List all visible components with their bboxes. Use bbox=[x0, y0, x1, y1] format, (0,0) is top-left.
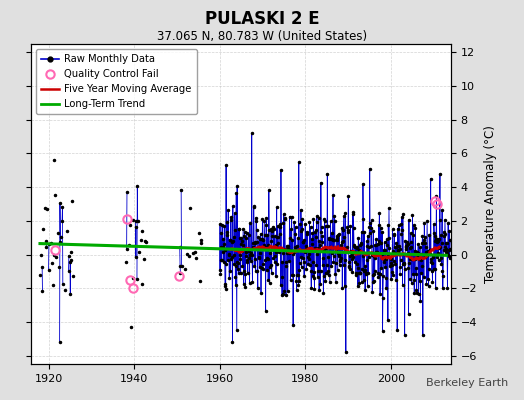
Text: PULASKI 2 E: PULASKI 2 E bbox=[205, 10, 319, 28]
Y-axis label: Temperature Anomaly (°C): Temperature Anomaly (°C) bbox=[484, 125, 497, 283]
Text: Berkeley Earth: Berkeley Earth bbox=[426, 378, 508, 388]
Legend: Raw Monthly Data, Quality Control Fail, Five Year Moving Average, Long-Term Tren: Raw Monthly Data, Quality Control Fail, … bbox=[37, 49, 197, 114]
Text: 37.065 N, 80.783 W (United States): 37.065 N, 80.783 W (United States) bbox=[157, 30, 367, 43]
